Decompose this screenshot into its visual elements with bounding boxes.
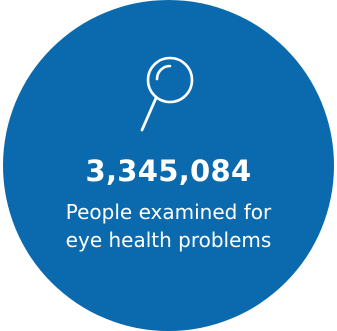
stat-description-line-1: People examined for	[65, 200, 272, 224]
magnifier-icon	[140, 56, 194, 132]
stat-value: 3,345,084	[85, 154, 252, 188]
stat-circle	[3, 0, 334, 331]
stat-description-line-2: eye health problems	[65, 228, 272, 252]
